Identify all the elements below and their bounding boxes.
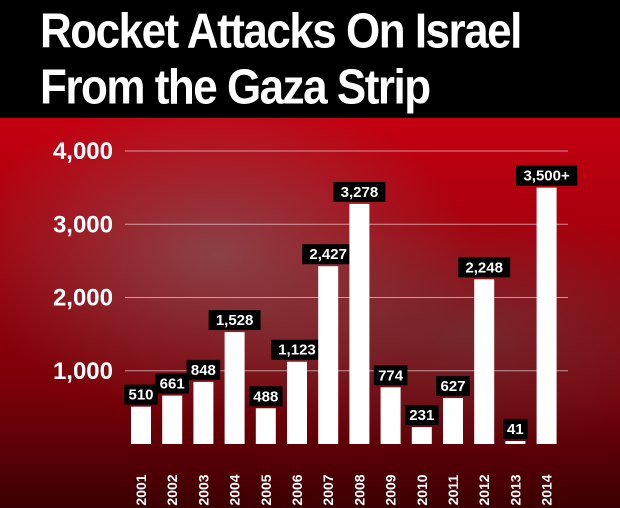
bar bbox=[255, 408, 276, 444]
data-label-box bbox=[124, 384, 158, 405]
x-tick-label: 2006 bbox=[289, 474, 305, 505]
data-label-box bbox=[302, 244, 355, 265]
x-tick-label: 2008 bbox=[351, 474, 367, 505]
x-tick-label: 2005 bbox=[258, 474, 274, 505]
x-tick-label: 2003 bbox=[195, 474, 211, 505]
bar bbox=[349, 203, 370, 444]
chart-title-line-2: From the Gaza Strip bbox=[40, 60, 431, 115]
bar bbox=[193, 381, 214, 444]
data-label-box bbox=[458, 257, 511, 278]
data-label: 661 bbox=[160, 376, 185, 393]
x-tick-label: 2002 bbox=[164, 474, 180, 505]
x-tick-label: 2014 bbox=[539, 474, 555, 505]
x-tick-label: 2007 bbox=[320, 474, 336, 505]
data-label-box bbox=[249, 386, 283, 407]
bar bbox=[505, 440, 526, 444]
bar bbox=[380, 387, 401, 444]
data-label: 2,427 bbox=[309, 246, 347, 263]
x-tick-label: 2010 bbox=[414, 474, 430, 505]
data-label-box bbox=[516, 165, 578, 186]
x-tick-label: 2012 bbox=[476, 474, 492, 505]
data-label: 774 bbox=[378, 367, 404, 384]
x-tick-label: 2001 bbox=[133, 474, 149, 505]
data-label: 510 bbox=[128, 387, 153, 404]
data-label-box bbox=[271, 339, 323, 360]
y-tick-label: 4,000 bbox=[53, 138, 113, 165]
y-tick-label: 3,000 bbox=[53, 211, 113, 238]
data-label: 1,528 bbox=[216, 312, 254, 329]
bar bbox=[162, 395, 183, 444]
bar bbox=[443, 398, 463, 444]
data-label: 848 bbox=[191, 362, 216, 379]
data-label: 2,248 bbox=[465, 259, 503, 276]
data-label-box bbox=[186, 359, 221, 380]
data-label: 3,278 bbox=[341, 184, 379, 201]
x-tick-label: 2004 bbox=[227, 474, 243, 505]
data-label: 627 bbox=[440, 378, 465, 395]
bar bbox=[287, 361, 307, 444]
data-label-box bbox=[208, 310, 261, 331]
data-label-box bbox=[405, 405, 439, 426]
data-label: 488 bbox=[253, 388, 278, 405]
data-label-box bbox=[333, 181, 386, 202]
bar bbox=[411, 427, 432, 444]
bar bbox=[474, 279, 495, 444]
x-tick-label: 2009 bbox=[383, 474, 399, 505]
y-tick-label: 2,000 bbox=[53, 285, 113, 312]
bar bbox=[131, 406, 151, 444]
bar bbox=[224, 332, 245, 444]
data-label: 3,500+ bbox=[523, 168, 570, 185]
x-tick-label: 2011 bbox=[445, 475, 461, 506]
data-label-box bbox=[155, 373, 189, 394]
bar-chart: 1,000 2,000 3,000 4,000 510 2001 661 2002 848 200… bbox=[53, 138, 578, 506]
data-label-box bbox=[436, 376, 470, 397]
x-tick-label: 2013 bbox=[507, 474, 523, 505]
bar bbox=[318, 266, 339, 444]
data-label-box bbox=[503, 418, 528, 439]
data-label-box bbox=[373, 365, 408, 386]
bar bbox=[536, 187, 557, 444]
chart-title-line-1: Rocket Attacks On Israel bbox=[40, 4, 522, 59]
data-label: 1,123 bbox=[278, 342, 316, 359]
title-banner: Rocket Attacks On Israel From the Gaza S… bbox=[0, 0, 620, 118]
data-label: 41 bbox=[507, 421, 524, 438]
data-label: 231 bbox=[409, 407, 434, 424]
y-tick-label: 1,000 bbox=[53, 358, 113, 385]
